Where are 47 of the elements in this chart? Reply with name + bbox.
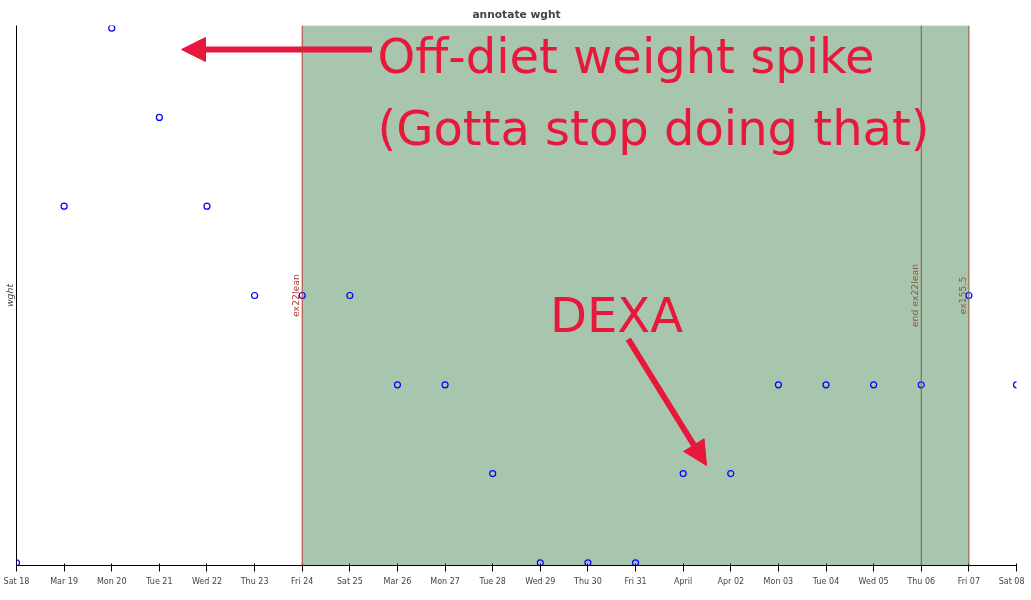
- x-tick-label: Sat 08: [998, 576, 1025, 586]
- x-tick-label: Fri 24: [291, 576, 314, 586]
- x-tick-label: Tue 28: [478, 576, 506, 586]
- x-tick-label: Sat 25: [336, 576, 363, 586]
- x-tick-label: Apr 02: [717, 576, 745, 586]
- point: [251, 291, 259, 300]
- x-tick-label: Fri 31: [624, 576, 647, 586]
- x-tick-label: Thu 06: [906, 576, 936, 586]
- x-tick-label: Mon 27: [430, 576, 460, 586]
- point: [917, 381, 925, 389]
- ref-line-label: end ex22lean: [909, 263, 921, 328]
- x-tick-label: Sat 18: [3, 576, 30, 586]
- chart-title: annotate wght: [472, 7, 561, 21]
- x-tick-label: Fri 07: [957, 576, 981, 586]
- x-tick-label: Wed 05: [858, 576, 889, 586]
- point: [60, 202, 68, 210]
- x-tick-label: April: [674, 576, 693, 586]
- x-tick-label: Mon 20: [96, 576, 127, 586]
- point: [441, 381, 449, 389]
- x-tick-label: Mar 19: [50, 576, 79, 586]
- point: [393, 381, 402, 389]
- y-axis-title: wght: [3, 283, 15, 308]
- x-tick-label: Tue 21: [145, 576, 173, 586]
- annotation: Off-diet weight spike (Gotta stop doing that): [377, 27, 930, 157]
- point: [203, 202, 211, 210]
- point: [346, 291, 354, 300]
- point: [870, 381, 878, 389]
- ref-line-label: ex155.5: [956, 276, 968, 315]
- x-tick-label: Mar 26: [383, 576, 412, 586]
- annotation: DEXA: [550, 286, 684, 343]
- point: [489, 469, 497, 478]
- point: [822, 381, 830, 389]
- x-tick-label: Wed 29: [525, 576, 556, 586]
- x-tick-label: Tue 04: [811, 576, 840, 586]
- x-tick-label: Mon 03: [763, 576, 794, 586]
- point: [108, 25, 116, 32]
- x-tick-label: Wed 22: [191, 576, 223, 586]
- point: [774, 381, 782, 389]
- point: [536, 559, 544, 566]
- x-tick-label: Thu 30: [573, 576, 602, 586]
- ref-line-label: ex22lean: [290, 273, 302, 317]
- point: [584, 559, 592, 566]
- point: [631, 559, 640, 566]
- point: [679, 469, 687, 478]
- point: [727, 469, 735, 478]
- x-tick-label: Thu 23: [239, 576, 269, 586]
- point: [155, 113, 163, 122]
